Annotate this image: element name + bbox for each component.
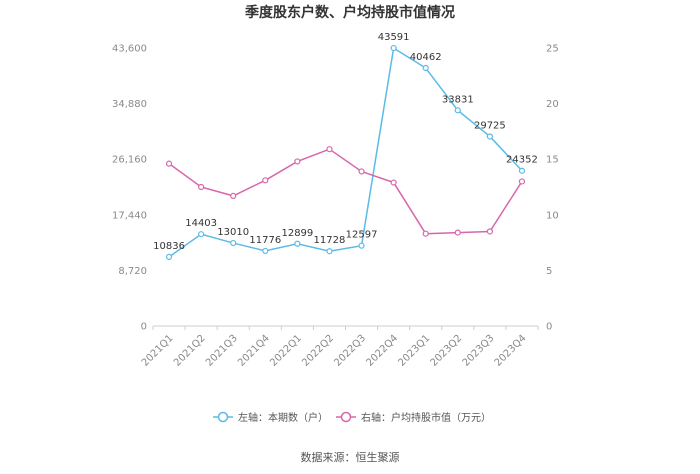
legend-item-left[interactable]: 左轴：本期数（户） xyxy=(213,411,328,424)
data-label: 11776 xyxy=(249,235,281,246)
data-label: 12597 xyxy=(346,230,378,241)
legend-marker-right xyxy=(340,411,352,423)
x-tick-label: 2021Q3 xyxy=(204,333,240,369)
data-point-left xyxy=(486,133,493,140)
x-tick-label: 2021Q4 xyxy=(236,333,272,369)
data-label: 24352 xyxy=(506,155,538,166)
left-axis-tick-label: 8,720 xyxy=(118,266,147,277)
x-tick-label: 2022Q4 xyxy=(364,333,400,369)
data-point-left xyxy=(294,240,301,247)
data-point-left xyxy=(422,64,429,72)
right-axis-tick-label: 10 xyxy=(546,210,559,221)
data-label: 13010 xyxy=(217,227,249,238)
data-point-right xyxy=(422,230,429,237)
x-tick-label: 2021Q1 xyxy=(140,333,176,369)
legend-label-right: 右轴：户均持股市值（万元） xyxy=(361,411,491,424)
chart-title: 季度股东户数、户均持股市值情况 xyxy=(244,4,455,21)
left-axis-tick-label: 17,440 xyxy=(112,210,147,221)
right-axis-tick-label: 0 xyxy=(546,322,552,333)
x-tick-label: 2023Q1 xyxy=(397,333,433,369)
x-tick-label: 2021Q2 xyxy=(172,333,208,369)
data-point-left xyxy=(198,231,205,238)
data-label: 33831 xyxy=(442,94,474,105)
data-label: 10836 xyxy=(153,241,185,252)
x-tick-label: 2023Q2 xyxy=(429,333,465,369)
series-line-left xyxy=(168,46,523,258)
data-label: 14403 xyxy=(185,218,217,229)
left-axis-tick-label: 0 xyxy=(141,322,147,333)
left-axis-tick-label: 43,600 xyxy=(112,44,147,55)
right-axis-tick-label: 5 xyxy=(546,266,552,277)
data-point-left xyxy=(358,242,365,249)
data-label: 43591 xyxy=(378,32,410,43)
data-point-right xyxy=(358,168,365,175)
data-point-left xyxy=(454,107,461,114)
series-line-right xyxy=(168,148,523,235)
data-point-right xyxy=(326,146,333,153)
data-point-left xyxy=(262,247,269,255)
right-axis-tick-label: 25 xyxy=(546,44,559,55)
legend-marker-left xyxy=(217,411,229,423)
data-point-right xyxy=(230,192,237,199)
legend[interactable]: 左轴：本期数（户） 右轴：户均持股市值（万元） xyxy=(213,411,491,424)
x-tick-label: 2023Q4 xyxy=(493,333,529,369)
x-tick-label: 2022Q3 xyxy=(332,333,368,369)
data-point-left xyxy=(326,248,333,255)
data-point-right xyxy=(294,158,301,165)
data-point-right xyxy=(198,183,205,191)
data-point-left xyxy=(165,253,173,261)
data-label: 29725 xyxy=(474,120,506,131)
left-axis-tick-label: 26,160 xyxy=(112,155,147,166)
data-label: 12899 xyxy=(281,228,313,239)
data-label: 40462 xyxy=(410,52,442,63)
legend-item-right[interactable]: 右轴：户均持股市值（万元） xyxy=(336,411,491,424)
data-point-right xyxy=(262,177,269,184)
data-point-left xyxy=(518,167,526,174)
data-point-right xyxy=(454,229,461,236)
right-axis-tick-label: 15 xyxy=(546,155,559,166)
data-point-left xyxy=(390,44,397,52)
right-axis-tick-label: 20 xyxy=(546,99,559,110)
x-tick-label: 2022Q1 xyxy=(268,333,304,369)
x-tick-label: 2022Q2 xyxy=(300,333,336,369)
axes: 2021Q12021Q22021Q32021Q42022Q12022Q22022… xyxy=(112,44,559,369)
data-point-right xyxy=(518,178,526,185)
data-point-left xyxy=(230,239,237,247)
data-point-right xyxy=(390,179,397,186)
data-point-right xyxy=(165,160,173,167)
left-axis-tick-label: 34,880 xyxy=(112,99,147,110)
data-point-right xyxy=(486,228,493,235)
data-label: 11728 xyxy=(314,235,346,246)
source-note: 数据来源：恒生聚源 xyxy=(301,450,400,464)
legend-label-left: 左轴：本期数（户） xyxy=(238,411,328,424)
x-tick-label: 2023Q3 xyxy=(461,333,497,369)
